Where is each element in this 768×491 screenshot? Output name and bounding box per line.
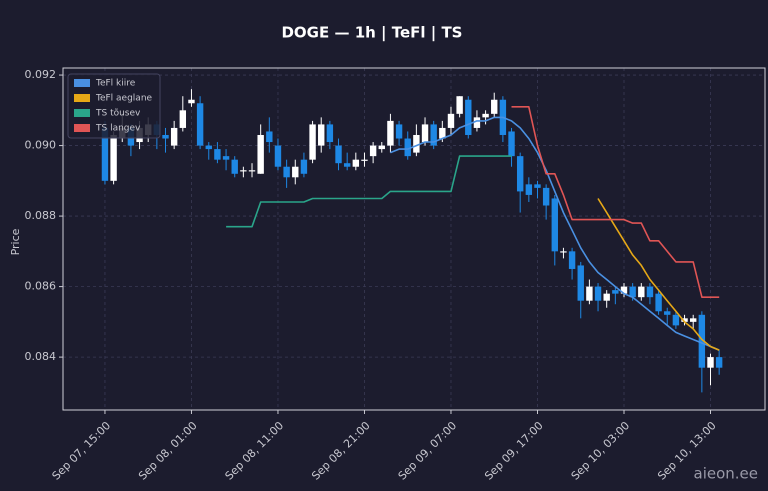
candle-body bbox=[646, 286, 654, 298]
candle-body bbox=[369, 145, 377, 157]
candle-body bbox=[378, 145, 385, 150]
x-tick-label: Sep 07, 15:00 bbox=[50, 419, 114, 483]
legend-label: TeFl kiire bbox=[95, 79, 136, 89]
legend-swatch bbox=[74, 109, 90, 117]
candle-body bbox=[473, 117, 481, 128]
x-tick-label: Sep 09, 07:00 bbox=[396, 419, 460, 483]
candle-body bbox=[309, 124, 316, 160]
watermark: aieon.ee bbox=[694, 465, 759, 483]
y-tick-label: 0.084 bbox=[25, 350, 57, 363]
candle-body bbox=[629, 286, 636, 298]
candle-body bbox=[551, 198, 558, 252]
candle-body bbox=[482, 113, 489, 118]
candle-body bbox=[335, 145, 342, 164]
candle-body bbox=[672, 314, 680, 326]
candle-body bbox=[343, 163, 351, 167]
candle-body bbox=[352, 159, 360, 167]
candle-body bbox=[715, 357, 723, 368]
legend-swatch bbox=[74, 94, 90, 102]
candle-body bbox=[525, 184, 533, 195]
candle-body bbox=[283, 166, 290, 178]
candle-body bbox=[300, 159, 308, 174]
candle-body bbox=[387, 120, 394, 146]
candle-body bbox=[465, 99, 472, 135]
candle-body bbox=[491, 99, 498, 114]
candle-body bbox=[292, 166, 299, 178]
candle-body bbox=[516, 156, 524, 192]
candle-body bbox=[560, 251, 567, 253]
candle-body bbox=[542, 187, 550, 206]
legend-label: TS tõusev bbox=[95, 109, 141, 119]
candle-body bbox=[240, 170, 247, 172]
candle-body bbox=[664, 311, 671, 315]
candle-body bbox=[179, 110, 187, 128]
candle-body bbox=[222, 156, 230, 160]
y-tick-label: 0.088 bbox=[25, 209, 57, 222]
candle-body bbox=[707, 357, 714, 368]
legend-swatch bbox=[74, 124, 90, 132]
candle-body bbox=[188, 99, 195, 104]
candle-body bbox=[110, 134, 117, 181]
candle-body bbox=[214, 149, 221, 160]
chart-title: DOGE — 1h | TeFl | TS bbox=[281, 24, 462, 43]
candle-body bbox=[205, 145, 212, 150]
legend-label: TeFl aeglane bbox=[95, 94, 153, 104]
candle-body bbox=[638, 286, 645, 298]
y-tick-label: 0.086 bbox=[25, 280, 57, 293]
candle-body bbox=[439, 127, 446, 139]
candle-body bbox=[603, 293, 610, 301]
candle-body bbox=[430, 124, 437, 146]
candle-body bbox=[577, 265, 584, 301]
candle-body bbox=[170, 127, 178, 146]
series-line bbox=[511, 106, 720, 298]
candle-body bbox=[248, 170, 256, 172]
candle-body bbox=[361, 159, 368, 161]
series-line bbox=[226, 155, 512, 228]
candle-body bbox=[534, 184, 541, 188]
candle-body bbox=[266, 131, 273, 143]
x-tick-label: Sep 08, 21:00 bbox=[309, 419, 373, 483]
candle-body bbox=[508, 131, 515, 157]
candle-body bbox=[586, 286, 593, 301]
x-tick-label: Sep 09, 17:00 bbox=[482, 419, 546, 483]
candle-body bbox=[612, 290, 619, 294]
x-tick-label: Sep 08, 11:00 bbox=[223, 419, 287, 483]
y-axis-label: Price bbox=[9, 228, 22, 255]
y-tick-label: 0.090 bbox=[25, 139, 57, 152]
series-line bbox=[390, 116, 720, 351]
candle-body bbox=[413, 134, 420, 153]
candle-body bbox=[257, 134, 264, 174]
y-tick-label: 0.092 bbox=[25, 68, 57, 81]
candle-body bbox=[698, 314, 706, 368]
candle-body bbox=[395, 124, 403, 139]
series-line bbox=[597, 198, 720, 351]
candle-body bbox=[274, 145, 282, 167]
candle-body bbox=[655, 293, 662, 312]
candle-body bbox=[568, 251, 576, 269]
candle-body bbox=[594, 286, 602, 301]
candle-body bbox=[318, 124, 325, 146]
candle-body bbox=[456, 96, 463, 114]
candle-body bbox=[326, 124, 334, 143]
plot-frame bbox=[62, 67, 766, 411]
candle-body bbox=[681, 318, 688, 322]
candle-body bbox=[447, 113, 455, 128]
candle-body bbox=[196, 103, 204, 146]
x-tick-label: Sep 08, 01:00 bbox=[136, 419, 200, 483]
candle-body bbox=[231, 159, 238, 174]
candle-body bbox=[620, 286, 628, 294]
candle-body bbox=[101, 127, 109, 181]
candle-body bbox=[162, 134, 169, 139]
legend-box bbox=[67, 73, 161, 139]
candle-body bbox=[689, 318, 697, 322]
legend-label: TS langev bbox=[95, 124, 141, 134]
candle-body bbox=[421, 124, 429, 143]
x-tick-label: Sep 10, 03:00 bbox=[569, 419, 633, 483]
legend-swatch bbox=[74, 79, 90, 87]
candle-body bbox=[404, 138, 411, 157]
